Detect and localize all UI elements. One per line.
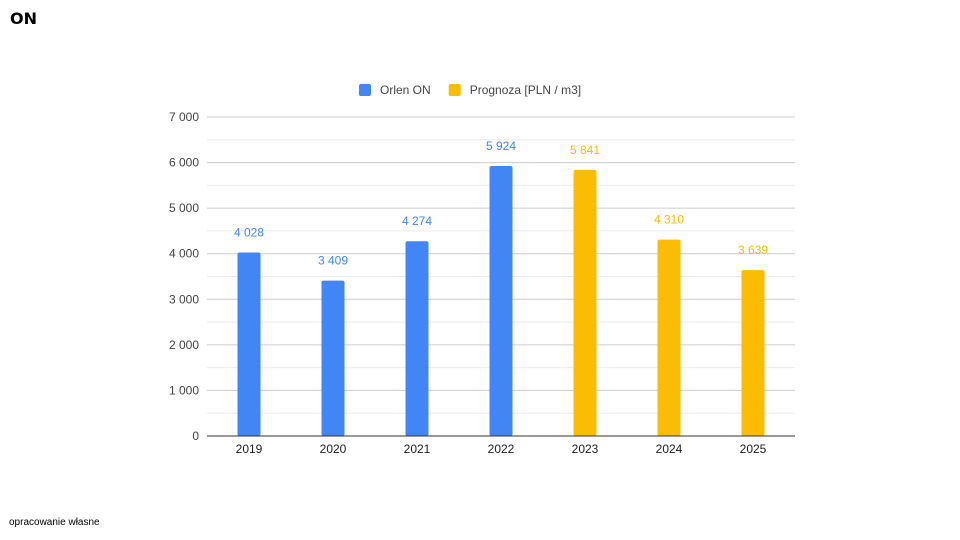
y-tick-label: 7 000 [169, 110, 199, 124]
y-tick-label: 3 000 [169, 292, 199, 306]
y-tick-label: 1 000 [169, 383, 199, 397]
legend-label: Orlen ON [380, 83, 431, 97]
legend-swatch [448, 84, 461, 96]
data-label-2021: 4 274 [402, 214, 432, 228]
bar-2025 [741, 270, 765, 436]
data-labels: 4 028 3 409 4 274 5 924 5 841 4 310 3 639 [234, 139, 768, 268]
x-tick-label: 2024 [656, 442, 683, 456]
data-label-2020: 3 409 [318, 254, 348, 268]
chart-bars [237, 166, 765, 436]
y-tick-label: 0 [192, 429, 199, 443]
y-tick-label: 4 000 [169, 247, 199, 261]
bar-2023 [573, 169, 597, 436]
x-tick-label: 2021 [404, 442, 431, 456]
y-tick-label: 2 000 [169, 338, 199, 352]
slide-title: ON [10, 9, 37, 28]
bar-2019 [237, 252, 261, 436]
legend-label: Prognoza [PLN / m3] [470, 83, 581, 97]
bar-2021 [405, 241, 429, 436]
bar-2020 [321, 280, 345, 436]
bar-2024 [657, 239, 681, 436]
legend-swatch [359, 84, 371, 96]
x-tick-label: 2019 [236, 442, 263, 456]
x-tick-label: 2023 [572, 442, 599, 456]
chart-legend: Orlen ON Prognoza [PLN / m3] [359, 83, 581, 97]
data-label-2019: 4 028 [234, 225, 264, 239]
source-footnote: opracowanie własne [9, 517, 100, 528]
data-label-2022: 5 924 [486, 139, 516, 153]
y-axis-ticks: 0 1 000 2 000 3 000 4 000 5 000 6 000 7 000 [169, 110, 199, 443]
x-tick-label: 2022 [488, 442, 515, 456]
bar-2022 [489, 166, 513, 436]
x-tick-label: 2025 [740, 442, 767, 456]
x-tick-label: 2020 [320, 442, 347, 456]
x-axis-ticks: 2019 2020 2021 2022 2023 2024 2025 [236, 442, 767, 456]
y-tick-label: 5 000 [169, 201, 199, 215]
data-label-2023: 5 841 [570, 143, 600, 157]
y-tick-label: 6 000 [169, 156, 199, 170]
data-label-2025: 3 639 [738, 243, 768, 257]
data-label-2024: 4 310 [654, 213, 684, 227]
